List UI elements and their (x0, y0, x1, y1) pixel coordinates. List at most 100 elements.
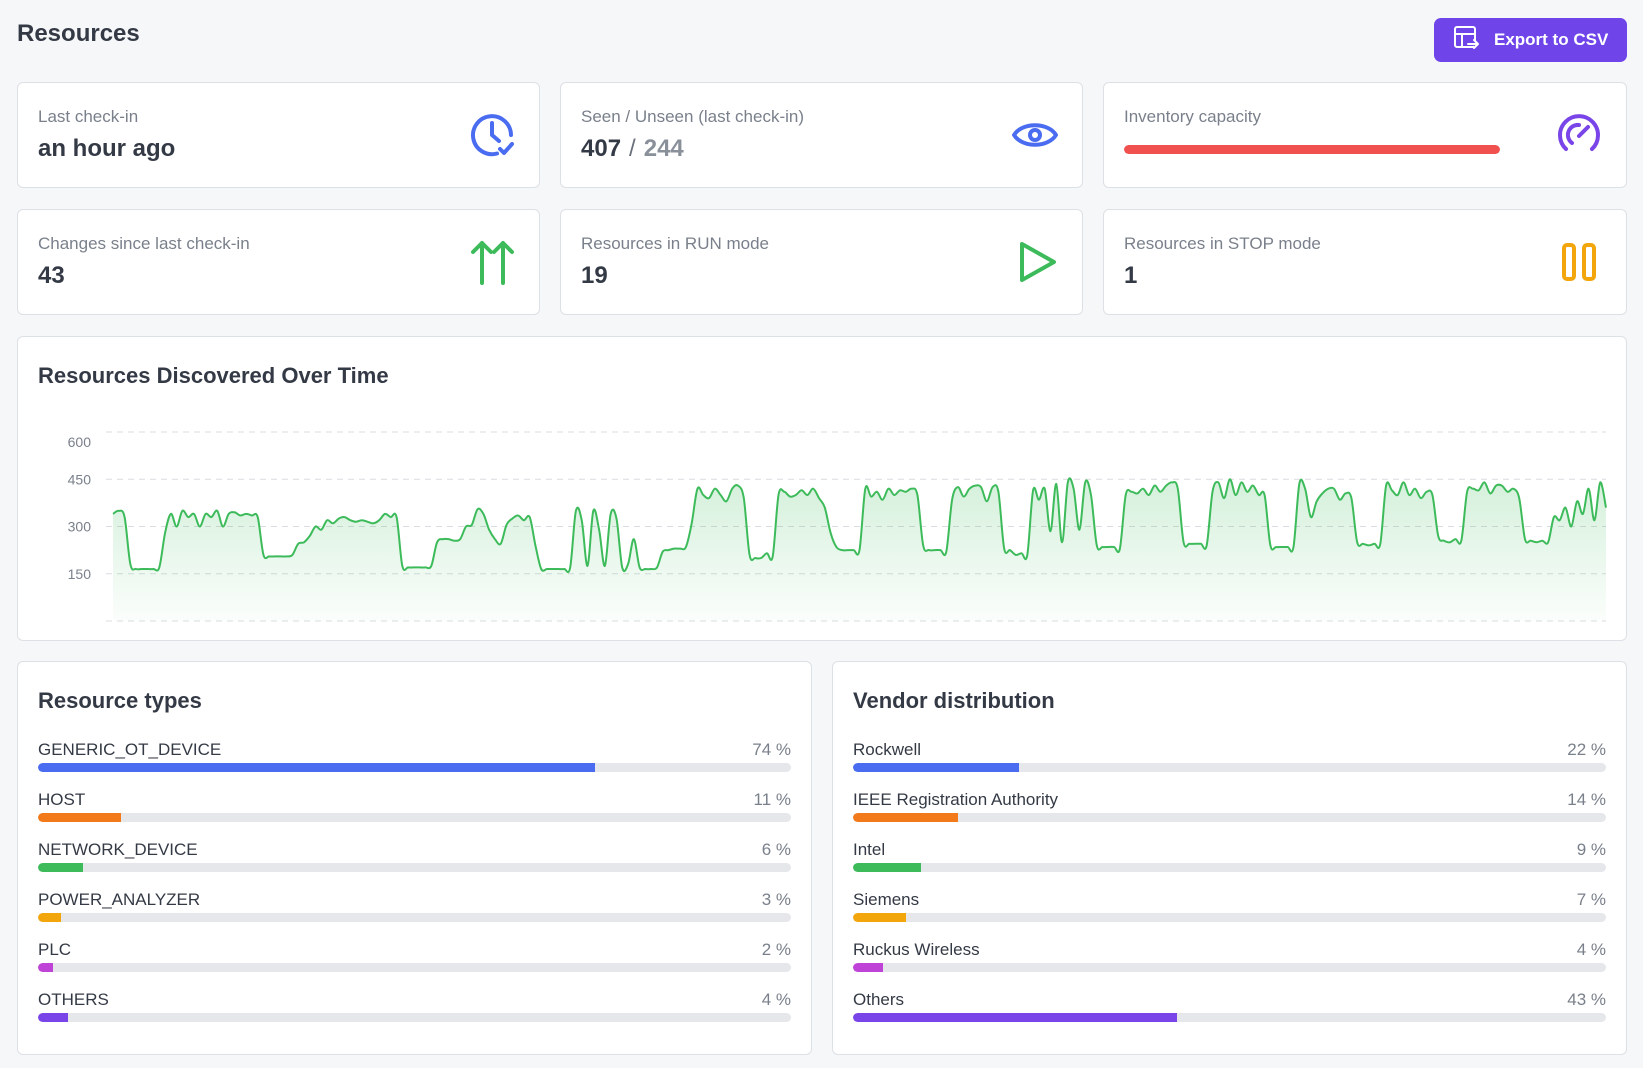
vendor-row: Intel 9 % (853, 840, 1606, 890)
export-csv-button[interactable]: Export to CSV (1434, 18, 1627, 62)
stat-label: Resources in RUN mode (581, 234, 770, 253)
clock-check-icon (467, 110, 517, 160)
vendor-bar (853, 813, 1606, 822)
vendor-name: Others (853, 990, 905, 1009)
vendor-bar-fill (853, 763, 1019, 772)
resource-type-row: HOST 11 % (38, 790, 791, 840)
changes-card: Changes since last check-in 43 (17, 209, 540, 315)
resource-type-bar-fill (38, 913, 61, 922)
vendor-name: Rockwell (853, 740, 922, 759)
play-icon (1010, 237, 1060, 287)
stat-label: Last check-in (38, 107, 139, 126)
last-checkin-card: Last check-in an hour ago (17, 82, 540, 188)
y-tick-label: 450 (68, 471, 92, 487)
eye-icon (1010, 110, 1060, 160)
stat-value: an hour ago (38, 135, 176, 162)
resource-type-bar (38, 913, 791, 922)
resource-type-row: GENERIC_OT_DEVICE 74 % (38, 740, 791, 790)
vendor-percent: 22 % (1567, 740, 1606, 759)
resource-type-bar-fill (38, 863, 84, 872)
stat-label: Inventory capacity (1124, 107, 1262, 126)
capacity-bar-fill (1124, 145, 1500, 154)
resource-types-card: Resource types GENERIC_OT_DEVICE 74 % HOST… (17, 661, 812, 1055)
stat-value: 407 / 244 (581, 135, 684, 163)
stat-value: 1 (1124, 262, 1138, 289)
resource-type-row: OTHERS 4 % (38, 990, 791, 1040)
vendor-bar (853, 913, 1606, 922)
discovery-chart: 600 450 300 150 (68, 431, 1607, 622)
gauge-icon (1554, 110, 1604, 160)
vendor-percent: 43 % (1567, 990, 1606, 1009)
resource-type-name: HOST (38, 790, 86, 809)
table-export-icon (1452, 24, 1480, 57)
resource-type-bar (38, 863, 791, 872)
pause-icon (1554, 237, 1604, 287)
resource-type-name: GENERIC_OT_DEVICE (38, 740, 222, 759)
resource-type-bar-fill (38, 813, 121, 822)
vendor-bar-fill (853, 813, 959, 822)
resource-type-bar-fill (38, 763, 596, 772)
resource-type-bar (38, 1013, 791, 1022)
resource-type-name: PLC (38, 940, 72, 959)
resource-types-title: Resource types (38, 688, 202, 713)
stop-mode-card: Resources in STOP mode 1 (1103, 209, 1627, 315)
seen-count: 407 (581, 135, 622, 162)
export-csv-label: Export to CSV (1494, 30, 1609, 49)
vendor-name: Siemens (853, 890, 920, 909)
vendor-name: Ruckus Wireless (853, 940, 980, 959)
resource-type-percent: 11 % (753, 790, 792, 809)
stat-label: Changes since last check-in (38, 234, 250, 253)
vendor-bar (853, 1013, 1606, 1022)
vendor-name: IEEE Registration Authority (853, 790, 1059, 809)
resource-type-percent: 74 % (752, 740, 791, 759)
stat-label: Seen / Unseen (last check-in) (581, 107, 804, 126)
stat-value: 19 (581, 262, 608, 289)
unseen-count: 244 (643, 135, 684, 162)
resource-types-list: GENERIC_OT_DEVICE 74 % HOST 11 % NETWORK_DEV… (38, 740, 791, 1040)
chart-area-fill (113, 478, 1606, 621)
vendor-percent: 9 % (1576, 840, 1606, 859)
vendor-percent: 14 % (1567, 790, 1606, 809)
vendor-percent: 4 % (1576, 940, 1606, 959)
chart-series-line (112, 477, 1607, 574)
resource-type-row: NETWORK_DEVICE 6 % (38, 840, 791, 890)
seen-unseen-card: Seen / Unseen (last check-in) 407 / 244 (560, 82, 1083, 188)
resource-type-percent: 2 % (761, 940, 791, 959)
resource-type-name: OTHERS (38, 990, 109, 1009)
y-tick-label: 300 (68, 519, 92, 535)
resource-type-percent: 3 % (761, 890, 791, 909)
vendor-distribution-card: Vendor distribution Rockwell 22 % IEEE Reg… (832, 661, 1627, 1055)
separator: / (629, 135, 636, 162)
resource-type-name: POWER_ANALYZER (38, 890, 201, 909)
resource-type-percent: 6 % (761, 840, 791, 859)
resource-type-percent: 4 % (761, 990, 791, 1009)
vendor-distribution-title: Vendor distribution (853, 688, 1055, 713)
resource-type-row: POWER_ANALYZER 3 % (38, 890, 791, 940)
vendor-row: IEEE Registration Authority 14 % (853, 790, 1606, 840)
resource-type-bar-fill (38, 1013, 69, 1022)
vendor-row: Ruckus Wireless 4 % (853, 940, 1606, 990)
y-tick-label: 600 (68, 434, 92, 450)
vendor-row: Others 43 % (853, 990, 1606, 1040)
vendor-bar (853, 963, 1606, 972)
vendor-row: Siemens 7 % (853, 890, 1606, 940)
chart-title: Resources Discovered Over Time (38, 363, 389, 388)
stat-label: Resources in STOP mode (1124, 234, 1321, 253)
vendor-bar-fill (853, 913, 906, 922)
inventory-capacity-card: Inventory capacity (1103, 82, 1627, 188)
stat-value: 43 (38, 262, 65, 289)
vendor-percent: 7 % (1576, 890, 1606, 909)
resource-type-bar (38, 763, 791, 772)
vendor-bar (853, 863, 1606, 872)
vendor-bar (853, 763, 1606, 772)
resource-type-bar (38, 963, 791, 972)
resource-type-bar (38, 813, 791, 822)
resource-type-row: PLC 2 % (38, 940, 791, 990)
vendor-bar-fill (853, 1013, 1177, 1022)
page-title: Resources (17, 20, 140, 47)
resource-type-bar-fill (38, 963, 54, 972)
run-mode-card: Resources in RUN mode 19 (560, 209, 1083, 315)
vendor-bar-fill (853, 963, 884, 972)
vendor-list: Rockwell 22 % IEEE Registration Authority 1… (853, 740, 1606, 1040)
vendor-name: Intel (853, 840, 886, 859)
